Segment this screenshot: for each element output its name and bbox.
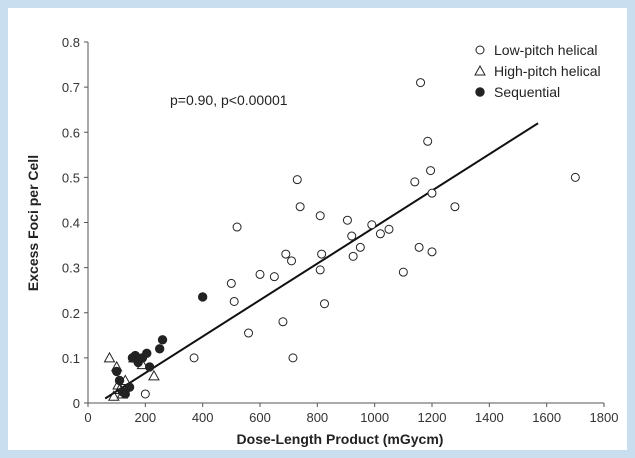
low-pitch-helical-point <box>426 166 436 176</box>
x-tick-label: 1200 <box>418 410 447 425</box>
x-tick-label: 0 <box>84 410 91 425</box>
high-pitch-helical-point <box>103 351 116 363</box>
y-tick-label: 0.8 <box>62 35 80 50</box>
y-axis-title: Excess Foci per Cell <box>25 155 41 291</box>
low-pitch-helical-point <box>416 78 426 88</box>
legend: Low-pitch helical High-pitch helical Seque… <box>474 42 601 100</box>
x-tick-label: 1400 <box>475 410 504 425</box>
scatter-chart: 0 200 400 600 800 1000 1200 1400 1600 1800 0 0.1 0.2… <box>25 35 619 447</box>
low-pitch-helical-point <box>281 249 291 259</box>
legend-marker-high-pitch-helical <box>474 64 486 76</box>
sequential-point <box>144 362 155 372</box>
x-tick-label: 1800 <box>590 410 619 425</box>
low-pitch-helical-point <box>410 177 420 187</box>
x-axis-title: Dose-Length Product (mGycm) <box>237 431 444 447</box>
x-tick-label: 400 <box>192 410 214 425</box>
low-pitch-helical-point <box>570 172 580 182</box>
low-pitch-helical-point <box>398 267 408 277</box>
y-tick-label: 0 <box>73 396 80 411</box>
annotation-text: p=0.90, p<0.00001 <box>170 92 288 108</box>
low-pitch-helical-point <box>427 188 437 198</box>
low-pitch-helical-point <box>320 299 329 309</box>
low-pitch-helical-point <box>278 317 288 327</box>
data-points <box>103 78 580 401</box>
low-pitch-helical-point <box>450 202 460 212</box>
low-pitch-helical-point <box>244 328 254 338</box>
x-tick-label: 200 <box>134 410 156 425</box>
low-pitch-helical-point <box>315 265 325 275</box>
low-pitch-helical-point <box>367 220 377 230</box>
axes: 0 200 400 600 800 1000 1200 1400 1600 1800 0 0.1 0.2… <box>62 35 619 425</box>
y-tick-label: 0.5 <box>62 170 80 185</box>
y-tick-label: 0.1 <box>62 351 80 366</box>
legend-marker-sequential <box>475 87 485 97</box>
low-pitch-helical-point <box>427 247 437 257</box>
sequential-point <box>114 375 125 386</box>
low-pitch-helical-point <box>288 353 298 363</box>
low-pitch-helical-point <box>317 249 327 259</box>
low-pitch-helical-point <box>348 251 358 261</box>
low-pitch-helical-point <box>414 242 424 252</box>
x-tick-label: 800 <box>306 410 328 425</box>
low-pitch-helical-point <box>375 229 385 239</box>
low-pitch-helical-point <box>295 202 305 212</box>
low-pitch-helical-point <box>269 272 279 282</box>
sequential-point <box>157 335 168 345</box>
y-tick-label: 0.4 <box>62 216 80 231</box>
sequential-point <box>124 382 135 392</box>
low-pitch-helical-point <box>140 389 150 399</box>
high-pitch-helical-point <box>148 369 160 381</box>
sequential-point <box>120 389 130 399</box>
legend-marker-low-pitch-helical <box>475 45 485 55</box>
y-tick-label: 0.7 <box>62 80 80 95</box>
low-pitch-helical-point <box>226 278 236 288</box>
chart-frame: 0 200 400 600 800 1000 1200 1400 1600 1800 0 0.1 0.2… <box>8 8 627 450</box>
low-pitch-helical-point <box>342 215 352 225</box>
sequential-point <box>154 344 165 354</box>
low-pitch-helical-point <box>355 242 365 252</box>
low-pitch-helical-point <box>315 211 325 221</box>
legend-label-high-pitch-helical: High-pitch helical <box>494 63 601 79</box>
regression-line <box>104 122 539 400</box>
legend-label-low-pitch-helical: Low-pitch helical <box>494 42 598 58</box>
low-pitch-helical-point <box>255 269 265 279</box>
sequential-point <box>142 348 152 359</box>
sequential-point <box>111 366 122 377</box>
y-tick-label: 0.3 <box>62 261 80 276</box>
legend-label-sequential: Sequential <box>494 84 560 100</box>
low-pitch-helical-point <box>292 175 302 185</box>
low-pitch-helical-point <box>384 224 394 234</box>
fit-line-group <box>104 122 539 400</box>
y-tick-label: 0.2 <box>62 306 80 321</box>
high-pitch-helical-point <box>107 390 120 401</box>
low-pitch-helical-point <box>423 136 433 146</box>
x-tick-label: 1600 <box>532 410 561 425</box>
low-pitch-helical-point <box>229 296 239 306</box>
low-pitch-helical-point <box>287 256 297 266</box>
low-pitch-helical-point <box>189 353 199 363</box>
low-pitch-helical-point <box>232 222 242 232</box>
sequential-point <box>197 292 208 302</box>
y-tick-label: 0.6 <box>62 125 80 140</box>
x-tick-label: 600 <box>249 410 271 425</box>
low-pitch-helical-point <box>347 231 357 241</box>
x-tick-label: 1000 <box>360 410 389 425</box>
